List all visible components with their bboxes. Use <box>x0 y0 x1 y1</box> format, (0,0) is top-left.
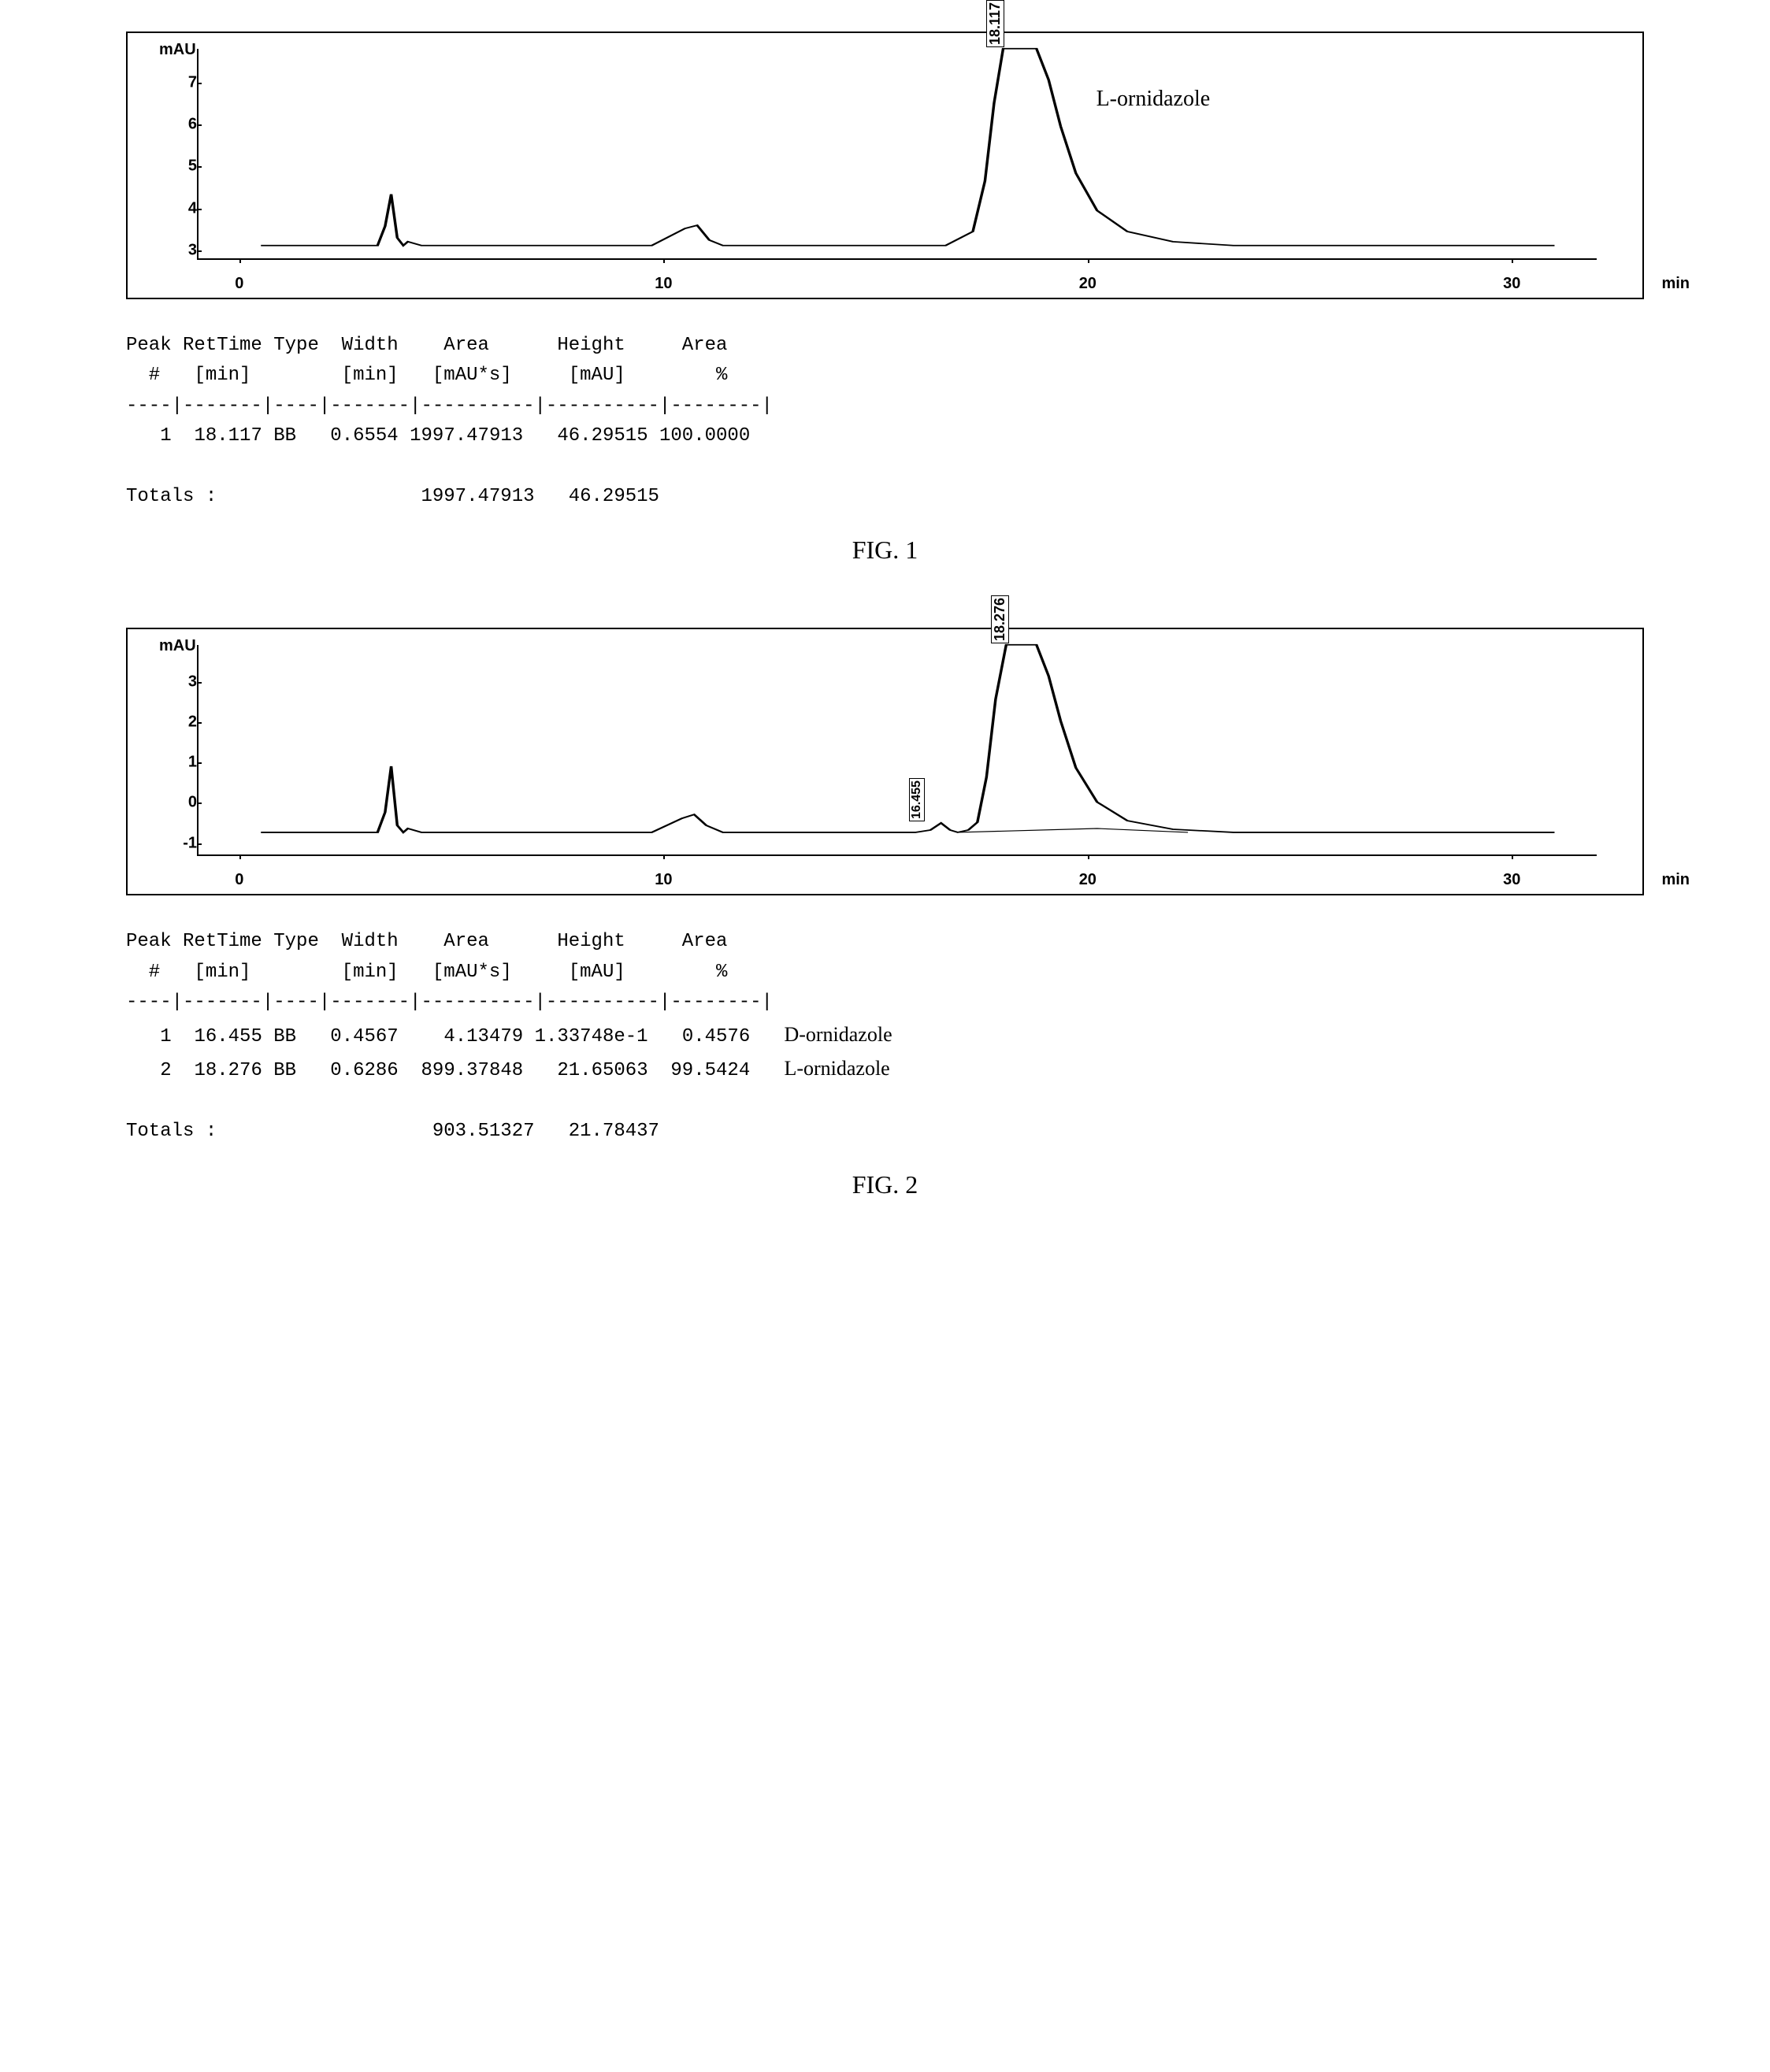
fig2-x-unit: min <box>1661 871 1690 889</box>
fig1-peak-rt-label: 18.117 <box>986 0 1004 47</box>
fig1-peak-annotation: L-ornidazole <box>1097 87 1211 112</box>
fig2-peak-rt-label-2: 18.276 <box>991 595 1009 643</box>
figure-2: mAU -1 0 1 2 3 0 10 20 30 min 16.455 1 <box>47 628 1723 1199</box>
fig2-caption: FIG. 2 <box>47 1170 1723 1199</box>
fig1-trace <box>128 33 1642 298</box>
fig2-peak-rt-label-1: 16.455 <box>909 778 925 821</box>
fig1-peak-table: Peak RetTime Type Width Area Height Area… <box>126 331 1644 512</box>
figure-1: mAU 3 4 5 6 7 0 10 20 30 min 18.117 <box>47 32 1723 565</box>
fig1-table-hdr: Peak RetTime Type Width Area Height Area <box>126 335 727 356</box>
fig2-trace <box>128 629 1642 894</box>
fig1-table-subhdr: # [min] [min] [mAU*s] [mAU] % <box>126 365 727 386</box>
fig2-row-1: 1 16.455 BB 0.4567 4.13479 1.33748e-1 0.… <box>160 1026 750 1047</box>
fig2-totals: Totals : 903.51327 21.78437 <box>126 1121 659 1142</box>
fig2-row-1-annot: D-ornidazole <box>784 1018 892 1051</box>
fig1-chart: mAU 3 4 5 6 7 0 10 20 30 min 18.117 <box>126 32 1644 299</box>
fig2-row-2-annot: L-ornidazole <box>784 1052 889 1085</box>
fig2-table-hdr: Peak RetTime Type Width Area Height Area <box>126 931 727 952</box>
fig1-row-1: 1 18.117 BB 0.6554 1997.47913 46.29515 1… <box>160 425 750 447</box>
fig1-totals: Totals : 1997.47913 46.29515 <box>126 486 659 507</box>
fig1-x-unit: min <box>1661 275 1690 293</box>
fig1-caption: FIG. 1 <box>47 536 1723 565</box>
fig2-chart: mAU -1 0 1 2 3 0 10 20 30 min 16.455 1 <box>126 628 1644 895</box>
fig2-peak-table: Peak RetTime Type Width Area Height Area… <box>126 927 1644 1147</box>
fig2-table-subhdr: # [min] [min] [mAU*s] [mAU] % <box>126 962 727 983</box>
fig2-row-2: 2 18.276 BB 0.6286 899.37848 21.65063 99… <box>160 1060 750 1081</box>
